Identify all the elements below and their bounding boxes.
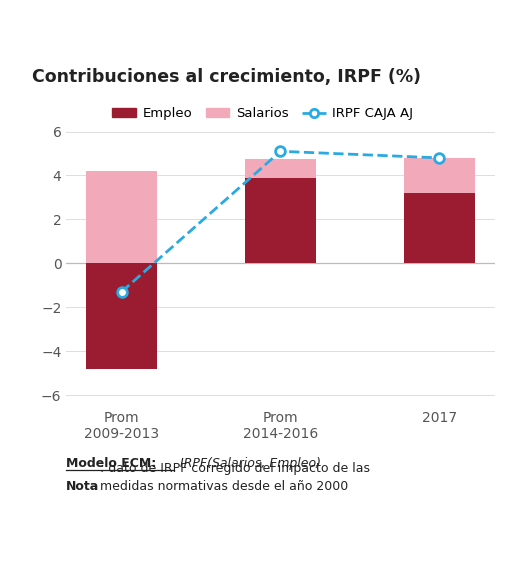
Legend: Empleo, Salarios, IRPF CAJA AJ: Empleo, Salarios, IRPF CAJA AJ — [107, 102, 418, 126]
Text: : dato de IRPF corregido del impacto de las
medidas normativas desde el año 2000: : dato de IRPF corregido del impacto de … — [100, 462, 370, 493]
Bar — [403, 193, 474, 263]
Bar — [86, 171, 157, 263]
Text: IRPF(Salarios, Empleo): IRPF(Salarios, Empleo) — [176, 457, 320, 470]
Text: Modelo ECM:: Modelo ECM: — [66, 457, 156, 470]
Bar — [403, 158, 474, 193]
Text: Nota: Nota — [66, 480, 99, 493]
Bar — [244, 177, 316, 263]
Bar — [244, 159, 316, 177]
Bar — [86, 263, 157, 369]
Text: Contribuciones al crecimiento, IRPF (%): Contribuciones al crecimiento, IRPF (%) — [32, 68, 420, 86]
